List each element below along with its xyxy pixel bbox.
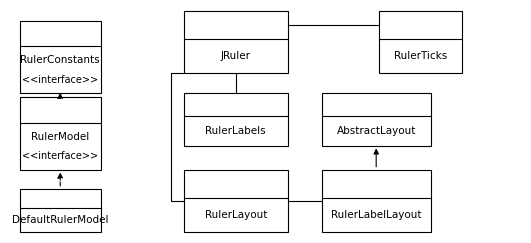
Text: RulerLabelLayout: RulerLabelLayout <box>331 210 422 220</box>
Text: JRuler: JRuler <box>221 51 251 61</box>
Bar <box>20 21 100 93</box>
Bar <box>20 97 100 170</box>
Bar <box>379 11 462 73</box>
Bar <box>20 189 100 232</box>
Text: RulerTicks: RulerTicks <box>394 51 447 61</box>
Text: AbstractLayout: AbstractLayout <box>337 126 416 136</box>
Text: RulerConstants: RulerConstants <box>20 55 100 65</box>
Text: <<interface>>: <<interface>> <box>22 151 98 161</box>
Text: DefaultRulerModel: DefaultRulerModel <box>12 215 108 225</box>
Text: RulerLayout: RulerLayout <box>204 210 267 220</box>
Text: RulerModel: RulerModel <box>31 132 89 142</box>
Bar <box>322 170 431 232</box>
Bar <box>322 93 431 146</box>
Bar <box>184 170 288 232</box>
Text: <<interface>>: <<interface>> <box>22 75 98 85</box>
Bar <box>184 11 288 73</box>
Text: RulerLabels: RulerLabels <box>205 126 266 136</box>
Bar <box>184 93 288 146</box>
